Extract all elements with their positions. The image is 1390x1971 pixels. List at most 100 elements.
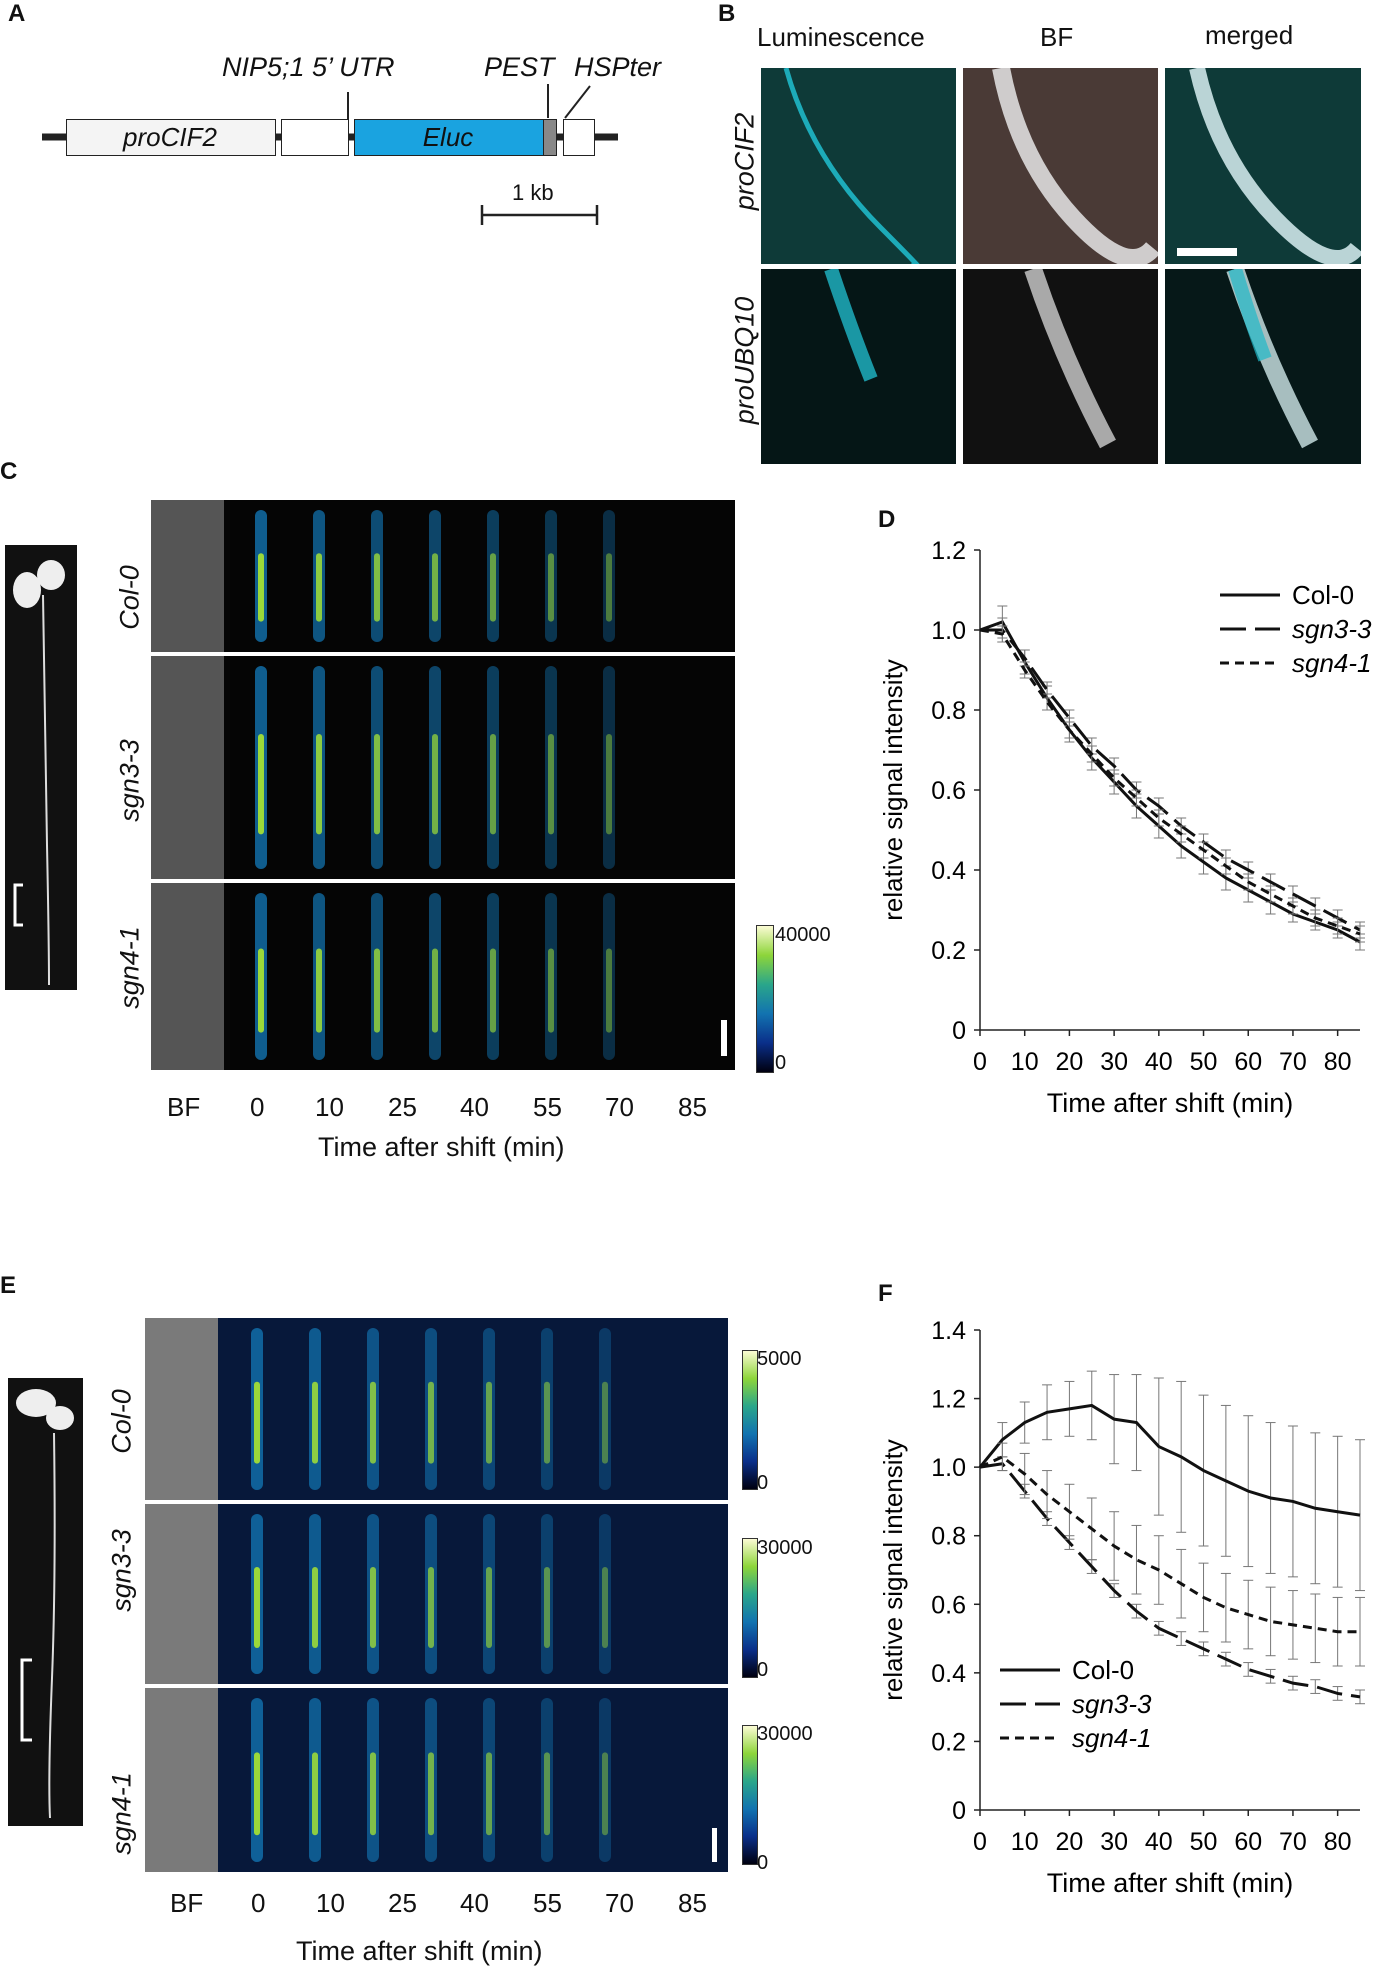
- x-label-e-25: 25: [388, 1888, 417, 1918]
- heatmap-trace-core: [606, 734, 612, 835]
- column-header-luminescence: Luminescence: [757, 22, 925, 52]
- heatmap-trace-core: [312, 1567, 318, 1648]
- heatmap-trace-core: [486, 1752, 492, 1836]
- merged-image-procif2: [1165, 68, 1361, 264]
- x-label-c-bf: BF: [167, 1092, 201, 1122]
- x-tick-label: 60: [1234, 1048, 1262, 1076]
- heatmap-trace-core: [548, 948, 554, 1033]
- colorbar-e-2-max: 30000: [757, 1537, 813, 1559]
- legend-label: sgn3-3: [1292, 614, 1372, 644]
- x-label-e-10: 10: [316, 1888, 345, 1918]
- colorbar-c-min: 0: [775, 1052, 787, 1074]
- x-label-c-70: 70: [605, 1092, 634, 1122]
- x-labels-c: BF 0 10 25 40 55 70 85: [0, 1092, 760, 1126]
- eluc-label: Eluc: [422, 122, 474, 152]
- x-axis-title: Time after shift (min): [1047, 1868, 1294, 1898]
- x-tick-label: 50: [1190, 1048, 1218, 1076]
- heatmap-trace-core: [432, 948, 438, 1033]
- promoter-box: [66, 119, 276, 156]
- heatmap-trace: [599, 1328, 611, 1490]
- series-line-sgn3-3: [979, 1462, 1361, 1699]
- x-tick-label: 0: [973, 1828, 987, 1856]
- luminescence-image-proubq10: [761, 269, 956, 464]
- heatmap-trace-core: [374, 948, 380, 1033]
- row-label-sgn41-e: sgn4-1: [106, 1772, 137, 1855]
- heatmap-trace-core: [254, 1567, 260, 1648]
- series-line-Col-0: [978, 1403, 1361, 1517]
- merged-image-proubq10: [1165, 269, 1361, 464]
- x-tick-label: 40: [1145, 1828, 1173, 1856]
- heatmap-trace-core: [258, 553, 264, 622]
- heatmap-trace-core: [258, 948, 264, 1033]
- x-tick-label: 80: [1324, 1828, 1352, 1856]
- x-tick-label: 80: [1324, 1048, 1352, 1076]
- heatmap-trace-core: [258, 734, 264, 835]
- heatmap-trace: [599, 1698, 611, 1862]
- heatmap-trace-core: [254, 1752, 260, 1836]
- heatmap-trace-core: [316, 948, 322, 1033]
- heatmap-trace-core: [490, 948, 496, 1033]
- panel-f-letter: F: [878, 1280, 893, 1307]
- bf-strip-c-3: [151, 883, 224, 1070]
- y-tick-label: 0: [952, 1017, 966, 1045]
- heatmap-trace-core: [374, 734, 380, 835]
- root-image-grid: [761, 68, 1361, 464]
- seedling-image-c: [5, 545, 77, 990]
- heatmap-trace-core: [432, 553, 438, 622]
- y-tick-label: 1.4: [931, 1317, 966, 1345]
- y-tick-label: 0.2: [931, 1728, 966, 1756]
- colorbar-e-1-min: 0: [757, 1472, 769, 1494]
- terminator-box: [563, 119, 595, 156]
- bf-strip-e-1: [145, 1318, 218, 1500]
- column-header-merged: merged: [1205, 20, 1294, 50]
- x-label-c-25: 25: [388, 1092, 417, 1122]
- x-tick-label: 0: [973, 1048, 987, 1076]
- colorbar-e-2-min: 0: [757, 1659, 769, 1681]
- y-tick-label: 0.8: [931, 1523, 966, 1551]
- x-tick-label: 60: [1234, 1828, 1262, 1856]
- heatmap-trace-core: [548, 734, 554, 835]
- heatmap-trace-core: [486, 1567, 492, 1648]
- x-label-e-0: 0: [251, 1888, 266, 1918]
- row-label-sgn33-e: sgn3-3: [106, 1529, 137, 1612]
- legend-label: Col-0: [1292, 580, 1354, 610]
- luminescence-image-procif2: [761, 68, 956, 264]
- heatmap-trace-core: [544, 1567, 550, 1648]
- construct-diagram: proCIF2 Eluc NIP5;1 5’ UTR PEST HSPter 1…: [0, 0, 700, 260]
- pest-box: [543, 119, 557, 156]
- colorbar-e-3: [742, 1725, 758, 1865]
- y-axis-title: relative signal intensity: [878, 659, 908, 921]
- y-tick-label: 0.4: [931, 857, 966, 885]
- colorbar-e-1-max: 5000: [757, 1348, 802, 1370]
- x-label-c-10: 10: [315, 1092, 344, 1122]
- heatmap-trace-core: [606, 553, 612, 622]
- x-axis-title-c: Time after shift (min): [318, 1132, 565, 1162]
- y-tick-label: 0.2: [931, 937, 966, 965]
- heatmap-row-e-2: [218, 1504, 728, 1684]
- x-labels-e: BF 0 10 25 40 55 70 85: [0, 1888, 760, 1922]
- y-tick-label: 0.8: [931, 697, 966, 725]
- bf-image-procif2: [963, 68, 1158, 264]
- x-label-e-55: 55: [533, 1888, 562, 1918]
- series-line-sgn4-1: [979, 628, 1361, 936]
- x-tick-label: 30: [1100, 1828, 1128, 1856]
- bf-strip-e-3: [145, 1688, 218, 1872]
- x-tick-label: 30: [1100, 1048, 1128, 1076]
- scale-bar-label: 1 kb: [512, 180, 554, 205]
- series-line-Col-0: [979, 620, 1361, 944]
- heatmap-trace: [603, 893, 615, 1060]
- heatmap-trace-core: [490, 734, 496, 835]
- panel-e-letter: E: [0, 1272, 17, 1299]
- heatmap-row-e-1: [218, 1318, 728, 1500]
- series-line-sgn4-1: [979, 1455, 1360, 1634]
- x-tick-label: 50: [1190, 1828, 1218, 1856]
- row-label-proubq10: proUBQ10: [729, 296, 760, 425]
- row-label-procif2: proCIF2: [729, 112, 760, 211]
- heatmap-trace-core: [602, 1567, 608, 1648]
- heatmap-trace-core: [428, 1567, 434, 1648]
- heatmap-row-e-3: [218, 1688, 728, 1872]
- series-line-sgn3-3: [980, 628, 1361, 932]
- heatmap-trace: [599, 1514, 611, 1674]
- x-label-c-0: 0: [250, 1092, 265, 1122]
- row-label-col0-e: Col-0: [106, 1389, 137, 1454]
